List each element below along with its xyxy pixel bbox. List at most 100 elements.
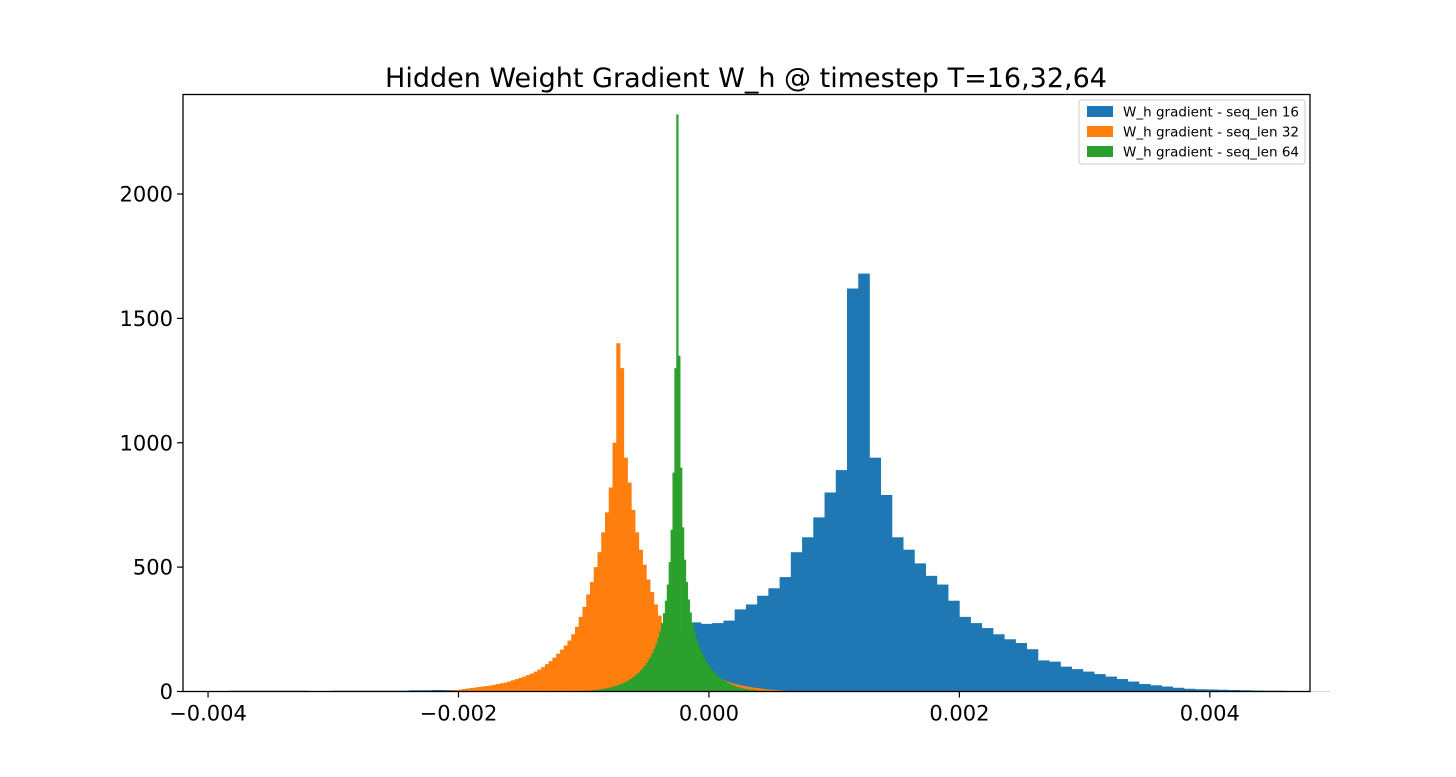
histogram-bar [1161, 686, 1174, 692]
histogram-bar [537, 669, 542, 692]
histogram-bar [638, 672, 641, 692]
histogram-bar [744, 686, 749, 692]
histogram-bar [936, 584, 949, 692]
histogram-bar [1105, 676, 1117, 692]
histogram-bar [574, 626, 580, 692]
histogram-bar [1037, 660, 1050, 692]
histogram-bar [613, 686, 616, 692]
histogram-bar [1195, 689, 1207, 692]
histogram-bar [1071, 669, 1084, 692]
histogram-bar [518, 677, 523, 692]
histogram-bar [636, 674, 639, 692]
histogram-bar [770, 689, 775, 692]
y-tick-label: 1000 [120, 431, 173, 455]
histogram-bar [556, 653, 561, 692]
histogram-bar [1026, 649, 1039, 692]
histogram-bar [607, 687, 610, 692]
histogram-bar [469, 688, 474, 692]
histogram-bar [611, 686, 614, 692]
histogram-bar [668, 562, 671, 692]
histogram-bar [664, 600, 668, 692]
histogram-bar [601, 532, 606, 692]
plot-frame [182, 93, 1311, 693]
x-tick-label: 0.002 [929, 702, 989, 726]
histogram-bar [1139, 684, 1151, 692]
histogram-bar [503, 682, 508, 692]
histogram-bar [645, 662, 649, 692]
histogram-bar [628, 679, 631, 692]
histogram-bar [759, 688, 764, 692]
histogram-bar [1217, 689, 1230, 692]
histogram-bar [739, 687, 742, 692]
histogram-bar [477, 687, 482, 692]
histogram-bar [635, 532, 640, 692]
histogram-bar [623, 457, 628, 692]
histogram-bar [699, 649, 702, 692]
histogram-bar [745, 604, 758, 692]
histogram-bar [640, 670, 643, 692]
histogram-bar [691, 622, 694, 692]
histogram-bar [1049, 661, 1061, 692]
x-tick-label: −0.002 [420, 702, 498, 726]
legend-label: W_h gradient - seq_len 16 [1123, 105, 1299, 121]
histogram-bar [541, 667, 546, 692]
histogram-bar [619, 684, 622, 692]
histogram-bar [835, 470, 848, 692]
histogram-bar [766, 689, 771, 692]
histogram-bar [774, 690, 779, 692]
histogram-bar [1172, 687, 1185, 692]
legend-label: W_h gradient - seq_len 32 [1123, 125, 1299, 141]
histogram-bar [598, 689, 601, 692]
histogram-bar [616, 343, 621, 692]
histogram-bar [1060, 666, 1072, 692]
histogram-bar [687, 599, 690, 692]
histogram-bar [737, 687, 740, 692]
histogram-bar [567, 640, 572, 692]
histogram-bar [740, 688, 744, 692]
histogram-bar [914, 563, 926, 692]
histogram-bar [748, 689, 751, 692]
histogram-bar [708, 666, 711, 692]
histogram-bars [195, 114, 1331, 692]
histogram-bar [847, 288, 859, 692]
histogram-bar [488, 685, 493, 692]
histogram-bar [1094, 674, 1106, 692]
histogram-bar [454, 690, 459, 692]
histogram-bar [718, 677, 721, 692]
histogram-bar [959, 616, 971, 692]
histogram-bar [680, 467, 683, 692]
histogram-bar [779, 577, 792, 692]
x-tick-label: 0.000 [679, 702, 739, 726]
histogram-bar [746, 689, 749, 692]
histogram-bar [869, 457, 882, 692]
histogram-bar [672, 472, 675, 692]
histogram-bar [1206, 689, 1219, 692]
histogram-bar [605, 688, 609, 692]
histogram-bar [706, 664, 709, 692]
histogram-bar [725, 682, 729, 692]
histogram-bar [627, 482, 632, 692]
histogram-bar [752, 690, 755, 692]
series-3-bars [588, 114, 765, 692]
histogram-bar [586, 594, 591, 692]
histogram-bar [507, 681, 512, 692]
histogram-bar [617, 685, 620, 692]
histogram-bar [473, 687, 478, 692]
histogram-bar [674, 368, 677, 692]
histogram-bar [563, 645, 568, 692]
histogram-bar [734, 609, 747, 692]
histogram-bar [948, 600, 960, 692]
histogram-bar [552, 657, 557, 692]
histogram-bar [903, 549, 915, 692]
histogram-bar [751, 687, 756, 692]
histogram-bar [721, 679, 725, 692]
histogram-bar [970, 623, 983, 692]
histogram-bar [630, 678, 633, 692]
x-tick-label: 0.004 [1180, 702, 1240, 726]
histogram-bar [720, 678, 723, 692]
histogram-bar [757, 595, 769, 692]
histogram-bar [695, 638, 698, 692]
histogram-bar [462, 689, 467, 692]
histogram-bar [655, 643, 658, 692]
histogram-bar [712, 623, 724, 692]
